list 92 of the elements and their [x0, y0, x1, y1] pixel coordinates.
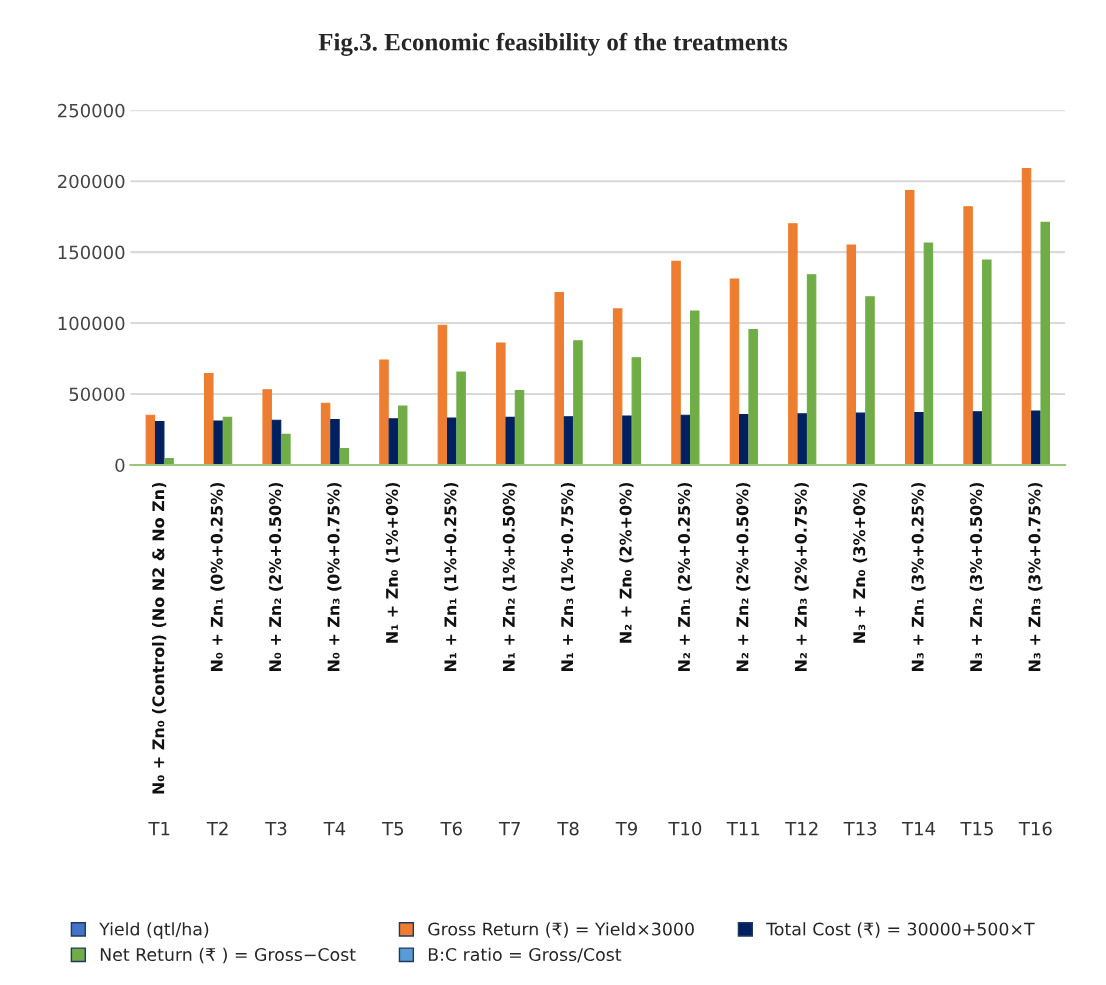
y-tick-label: 50000	[69, 387, 125, 402]
bar	[397, 405, 408, 465]
legend-label: Yield (qtl/ha)	[99, 922, 209, 939]
bar	[963, 206, 973, 465]
bar	[447, 417, 457, 465]
text: T1	[148, 821, 170, 836]
bar	[437, 324, 448, 465]
text: T16	[1018, 821, 1052, 836]
legend-label: Net Return (₹ ) = Gross−Cost	[100, 947, 356, 964]
bar	[262, 389, 272, 465]
bar	[271, 419, 282, 465]
x-tick-label: N₀ + Zn₃ (0%+0.75%)	[327, 482, 342, 672]
chart-title: Fig.3. Economic feasibility of the treatments	[318, 32, 788, 56]
x-tick-label: N₂ + Zn₃ (2%+0.75%)	[794, 482, 809, 672]
y-tick-label: 250000	[58, 103, 125, 118]
bar	[689, 310, 700, 465]
bar	[281, 433, 291, 465]
y-tick-label: 200000	[58, 174, 125, 189]
legend-label: B:C ratio = Gross/Cost	[428, 947, 622, 963]
x-tick-label: N₃ + Zn₀ (3%+0%)	[852, 482, 868, 643]
text: T2	[206, 821, 228, 836]
x-tick-label: N₂ + Zn₁ (2%+0.25%)	[677, 482, 692, 672]
x-tick-label: N₃ + Zn₁ (3%+0.25%)	[911, 482, 926, 672]
bar	[379, 359, 389, 465]
text: T5	[382, 821, 404, 836]
bar	[505, 416, 515, 465]
text: T6	[440, 821, 462, 836]
bar	[923, 242, 934, 465]
bar	[680, 414, 691, 465]
text: T14	[902, 821, 936, 836]
text: T7	[498, 821, 520, 836]
x-tick-label: N₃ + Zn₂ (3%+0.50%)	[969, 482, 984, 672]
bar	[1021, 167, 1032, 465]
bar	[320, 402, 331, 465]
bar	[1031, 410, 1041, 465]
bar	[612, 308, 623, 465]
bar	[222, 416, 233, 465]
text: T12	[785, 821, 818, 836]
bar	[514, 389, 525, 465]
y-tick-label: 0	[115, 458, 125, 473]
text: T4	[323, 821, 346, 836]
bar	[671, 260, 681, 465]
legend-label: Total Cost (₹) = 30000+500×T	[766, 922, 1035, 938]
bar	[1040, 221, 1050, 465]
x-tick-label: N₀ + Zn₁ (0%+0.25%)	[210, 482, 225, 672]
bar	[213, 420, 223, 465]
x-tick-label: N₁ + Zn₀ (1%+0%)	[385, 482, 400, 643]
bar	[904, 189, 915, 465]
bar	[972, 411, 983, 465]
bar	[797, 413, 807, 465]
bar	[982, 259, 992, 465]
bar	[388, 418, 399, 465]
bar	[554, 292, 565, 465]
bar	[806, 274, 817, 465]
bar	[846, 244, 857, 465]
x-tick-label: N₃ + Zn₃ (3%+0.75%)	[1028, 482, 1043, 672]
bar	[748, 328, 758, 465]
text: T9	[615, 821, 637, 836]
bar	[739, 414, 749, 465]
text: T8	[557, 821, 579, 836]
bar	[573, 340, 583, 465]
bar	[339, 448, 350, 465]
x-tick-label: N₁ + Zn₃ (1%+0.75%)	[560, 482, 576, 672]
y-tick-label: 150000	[58, 245, 125, 260]
text: T15	[960, 821, 993, 836]
bar	[154, 421, 165, 465]
bar	[496, 342, 506, 465]
bar	[788, 223, 798, 465]
bar	[330, 418, 340, 465]
bar	[865, 296, 875, 465]
bar	[631, 357, 642, 465]
text: T10	[668, 821, 702, 836]
y-tick-label: 100000	[58, 316, 125, 331]
bar	[145, 414, 156, 465]
legend-label: Gross Return (₹) = Yield×3000	[428, 922, 694, 938]
bar	[622, 415, 632, 465]
x-tick-label: N₁ + Zn₂ (1%+0.50%)	[502, 482, 517, 672]
bar	[563, 416, 574, 465]
bar	[164, 457, 174, 465]
bar	[204, 372, 214, 465]
bar	[456, 371, 466, 465]
x-tick-label: N₀ + Zn₀ (Control) (No N2 & No Zn)	[151, 482, 167, 794]
bar	[914, 411, 924, 465]
x-tick-label: N₂ + Zn₂ (2%+0.50%)	[736, 482, 751, 672]
bar	[729, 278, 740, 465]
x-tick-label: N₀ + Zn₂ (2%+0.50%)	[268, 482, 284, 672]
text: T3	[265, 821, 287, 836]
text: T13	[843, 821, 877, 836]
bar	[855, 412, 866, 465]
text: T11	[726, 821, 760, 836]
x-tick-label: N₂ + Zn₀ (2%+0%)	[619, 482, 634, 643]
x-tick-label: N₁ + Zn₁ (1%+0.25%)	[444, 482, 459, 672]
